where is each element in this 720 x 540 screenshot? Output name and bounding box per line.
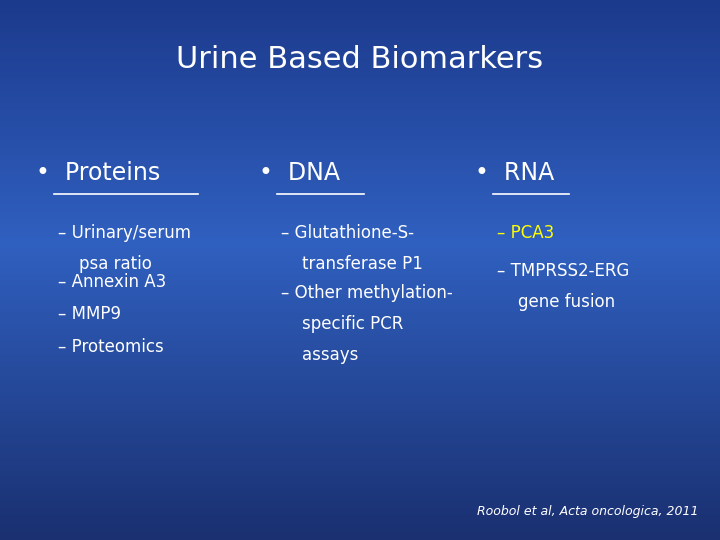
Text: – Other methylation-: – Other methylation- (281, 284, 453, 301)
Text: gene fusion: gene fusion (497, 293, 615, 311)
Text: transferase P1: transferase P1 (281, 255, 423, 273)
Text: – TMPRSS2-ERG: – TMPRSS2-ERG (497, 262, 629, 280)
Text: psa ratio: psa ratio (58, 255, 151, 273)
Text: Urine Based Biomarkers: Urine Based Biomarkers (176, 45, 544, 74)
Text: – PCA3: – PCA3 (497, 224, 554, 242)
Text: •  RNA: • RNA (475, 161, 554, 185)
Text: – Glutathione-S-: – Glutathione-S- (281, 224, 414, 242)
Text: – Annexin A3: – Annexin A3 (58, 273, 166, 291)
Text: assays: assays (281, 346, 358, 364)
Text: – Urinary/serum: – Urinary/serum (58, 224, 191, 242)
Text: – Proteomics: – Proteomics (58, 338, 163, 355)
Text: •  Proteins: • Proteins (36, 161, 161, 185)
Text: •  DNA: • DNA (259, 161, 340, 185)
Text: specific PCR: specific PCR (281, 315, 403, 333)
Text: – MMP9: – MMP9 (58, 305, 121, 323)
Text: Roobol et al, Acta oncologica, 2011: Roobol et al, Acta oncologica, 2011 (477, 505, 698, 518)
